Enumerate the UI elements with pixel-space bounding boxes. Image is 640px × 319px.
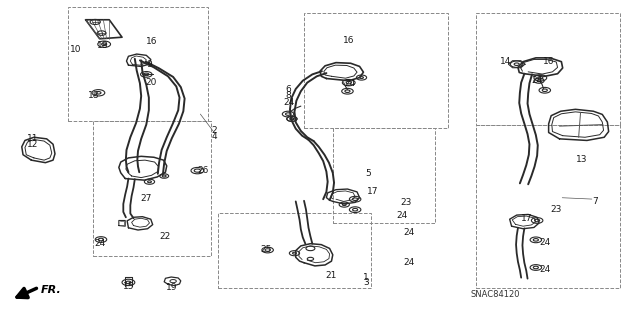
Bar xyxy=(476,124,620,288)
Text: 17: 17 xyxy=(367,187,379,197)
Text: 2: 2 xyxy=(212,126,218,135)
Text: 15: 15 xyxy=(123,282,134,291)
Bar xyxy=(93,122,211,256)
Text: 24: 24 xyxy=(94,239,106,248)
Text: 24: 24 xyxy=(539,238,550,247)
Text: 24: 24 xyxy=(531,76,543,85)
Text: 18: 18 xyxy=(97,41,109,50)
Text: 14: 14 xyxy=(499,56,511,65)
Text: 11: 11 xyxy=(27,134,38,143)
Text: 24: 24 xyxy=(404,228,415,237)
Text: 17: 17 xyxy=(520,214,532,223)
Bar xyxy=(304,13,448,128)
Text: 19: 19 xyxy=(166,283,177,292)
Text: 23: 23 xyxy=(550,205,562,214)
Text: 9: 9 xyxy=(147,60,152,69)
Text: 23: 23 xyxy=(401,198,412,207)
Text: FR.: FR. xyxy=(41,286,61,295)
Bar xyxy=(476,13,620,124)
Text: 24: 24 xyxy=(396,211,408,219)
Text: 26: 26 xyxy=(198,166,209,175)
Text: 1: 1 xyxy=(363,272,369,281)
Text: 16: 16 xyxy=(543,56,554,65)
Bar xyxy=(218,213,371,288)
Text: 25: 25 xyxy=(260,245,271,254)
Text: SNAC84120: SNAC84120 xyxy=(470,290,520,299)
Text: 16: 16 xyxy=(343,36,355,45)
Text: 13: 13 xyxy=(576,155,588,164)
Text: 3: 3 xyxy=(363,278,369,287)
Text: 24: 24 xyxy=(284,98,295,107)
Text: 18: 18 xyxy=(88,91,99,100)
Text: 16: 16 xyxy=(147,38,158,47)
Text: 4: 4 xyxy=(212,132,218,141)
Bar xyxy=(333,128,435,223)
Text: 10: 10 xyxy=(70,45,82,55)
Text: 5: 5 xyxy=(365,169,371,178)
Text: 22: 22 xyxy=(160,232,171,241)
Text: 6: 6 xyxy=(285,85,291,94)
Bar xyxy=(68,7,208,122)
Text: 8: 8 xyxy=(285,92,291,100)
Text: 24: 24 xyxy=(539,265,550,274)
Text: 20: 20 xyxy=(146,78,157,87)
Text: 24: 24 xyxy=(404,257,415,267)
Text: 24: 24 xyxy=(344,79,356,88)
Text: 7: 7 xyxy=(592,197,598,206)
Text: 21: 21 xyxy=(325,271,337,280)
Text: 12: 12 xyxy=(27,140,38,149)
Text: 27: 27 xyxy=(141,194,152,203)
